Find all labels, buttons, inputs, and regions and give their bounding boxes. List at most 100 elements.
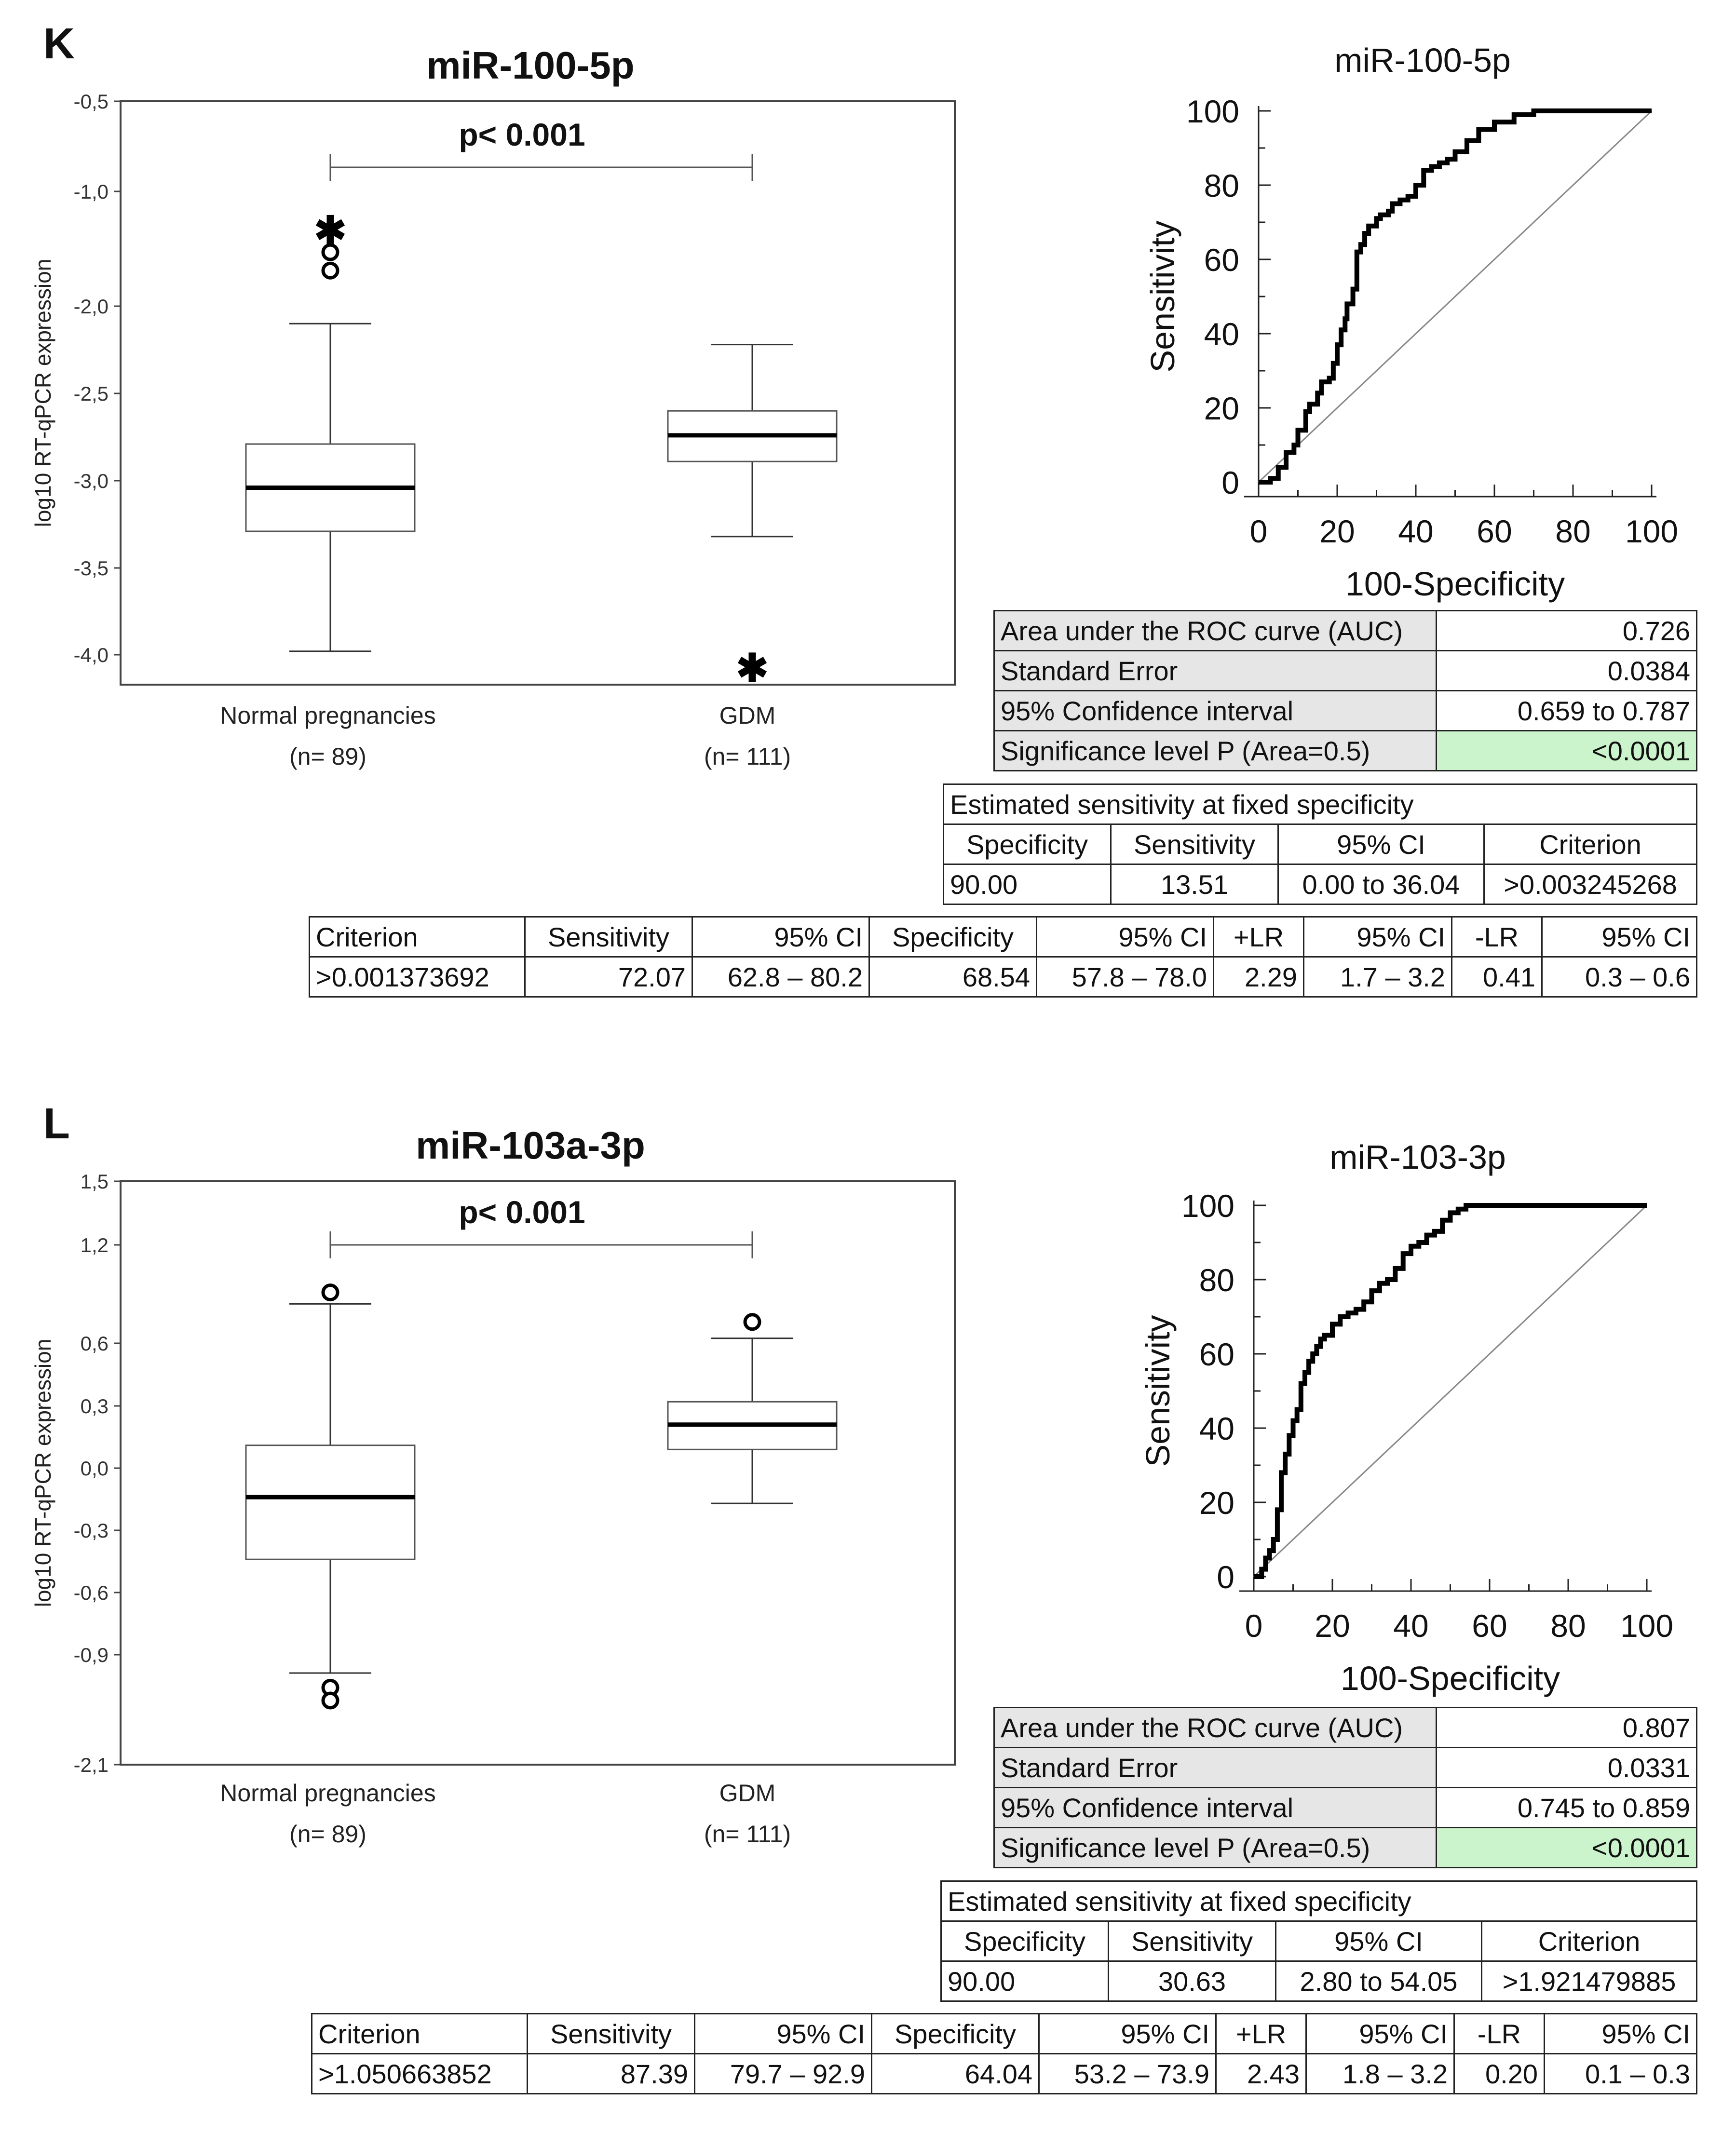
cell: 72.07	[524, 956, 693, 998]
reference-diagonal	[1253, 1204, 1648, 1578]
col-header: 95% CI	[692, 916, 870, 958]
x-axis-label: 100-Specificity	[1345, 565, 1565, 603]
table-row: Specificity Sensitivity 95% CI Criterion	[940, 1920, 1697, 1962]
y-tick-label: 1,2	[81, 1234, 108, 1256]
auc-table-k: Area under the ROC curve (AUC) 0.726 Stan…	[993, 610, 1697, 771]
y-axis-label: Sensitivity	[1139, 1315, 1177, 1467]
table-row: Significance level P (Area=0.5) <0.0001	[993, 1827, 1697, 1868]
box-plot-k: log10 RT-qPCR expression -0,5 -1,0 -2,0 -2,5…	[30, 90, 956, 689]
table-row: Standard Error 0.0384	[993, 650, 1697, 691]
col-header: -LR	[1453, 2013, 1545, 2054]
p-label: Significance level P (Area=0.5)	[993, 1827, 1437, 1868]
table-row: Specificity Sensitivity 95% CI Criterion	[943, 824, 1697, 865]
criterion-table-k: Criterion Sensitivity 95% CI Specificity…	[309, 916, 1697, 998]
table-row: Area under the ROC curve (AUC) 0.726	[993, 610, 1697, 651]
box-iqr	[245, 1444, 416, 1560]
y-tick-label: -4,0	[74, 644, 108, 666]
table-row: Significance level P (Area=0.5) <0.0001	[993, 730, 1697, 771]
table-row: 95% Confidence interval 0.745 to 0.859	[993, 1787, 1697, 1828]
roc-curve-line	[1254, 1203, 1647, 1579]
cell: 0.3 – 0.6	[1541, 956, 1697, 998]
outlier-marker	[321, 1283, 339, 1302]
cell: 57.8 – 78.0	[1036, 956, 1214, 998]
y-tick-label: 0,6	[81, 1332, 108, 1355]
col-header: -LR	[1451, 916, 1543, 958]
y-tick-label: 20	[1204, 391, 1239, 426]
extreme-marker: ✱	[736, 647, 768, 689]
y-tick-label: 0	[1217, 1559, 1234, 1595]
col-header: 95% CI	[1544, 2013, 1697, 2054]
se-label: Standard Error	[993, 1747, 1437, 1788]
col-header: Sensitivity	[527, 2013, 695, 2054]
cell: >1.921479885	[1481, 1960, 1697, 2002]
group-label-gdm-l: GDM	[719, 1780, 776, 1807]
roc-curve-line	[1259, 108, 1652, 485]
y-tick-label: 100	[1186, 94, 1239, 129]
roc-curve-k: 0 20 40 60 80 100 0 20 40 60 80 100 100-Specificity S…	[1144, 94, 1678, 603]
y-tick-label: 0,3	[81, 1395, 108, 1418]
cell: >0.003245268	[1483, 864, 1697, 905]
col-header: Sensitivity	[1108, 1920, 1276, 1962]
ci-label: 95% Confidence interval	[993, 1787, 1437, 1828]
y-tick-label: 20	[1199, 1485, 1234, 1521]
group-label-normal-l: Normal pregnancies	[220, 1780, 436, 1807]
outlier-marker	[321, 1691, 339, 1710]
cell: 87.39	[527, 2053, 695, 2094]
x-axis-label: 100-Specificity	[1341, 1660, 1560, 1697]
y-tick-label: -0,5	[74, 90, 108, 113]
auc-label: Area under the ROC curve (AUC)	[993, 610, 1437, 651]
col-header: +LR	[1215, 2013, 1307, 2054]
y-tick-label: -0,6	[74, 1581, 108, 1604]
group-n-normal-l: (n= 89)	[289, 1821, 366, 1848]
box-plot-title-k: miR-100-5p	[426, 44, 635, 87]
cell: 62.8 – 80.2	[692, 956, 870, 998]
y-tick-label: 0	[1221, 465, 1239, 500]
significance-label: p< 0.001	[459, 1194, 585, 1230]
group-label-normal-k: Normal pregnancies	[220, 702, 436, 729]
roc-curve-l: 0 20 40 60 80 100 0 20 40 60 80 100 100-Specificity S…	[1139, 1188, 1673, 1697]
p-value: <0.0001	[1436, 1827, 1697, 1868]
x-tick-label: 0	[1250, 513, 1268, 549]
cell: 1.7 – 3.2	[1303, 956, 1452, 998]
cell: 2.29	[1213, 956, 1304, 998]
ci-value: 0.659 to 0.787	[1436, 690, 1697, 731]
auc-value: 0.807	[1436, 1707, 1697, 1748]
y-tick-label: -3,0	[74, 470, 108, 492]
cell: 0.41	[1451, 956, 1543, 998]
outlier-marker	[321, 243, 339, 261]
criterion-table-l: Criterion Sensitivity 95% CI Specificity…	[311, 2013, 1697, 2094]
col-header: Specificity	[940, 1920, 1109, 1962]
x-tick-label: 80	[1550, 1608, 1586, 1644]
y-tick-label: 80	[1204, 168, 1239, 203]
col-header: Criterion	[1481, 1920, 1697, 1962]
cell: 13.51	[1110, 864, 1279, 905]
outlier-marker	[321, 261, 339, 280]
col-header: 95% CI	[1303, 916, 1452, 958]
group-n-gdm-l: (n= 111)	[704, 1821, 791, 1848]
table-row: 95% Confidence interval 0.659 to 0.787	[993, 690, 1697, 731]
cell: 90.00	[943, 864, 1112, 905]
col-header: 95% CI	[1275, 1920, 1482, 1962]
cell: 0.00 to 36.04	[1277, 864, 1485, 905]
roc-title-k: miR-100-5p	[1334, 41, 1511, 79]
estimated-sensitivity-table-k: Estimated sensitivity at fixed specifici…	[943, 783, 1697, 905]
plot-frame	[120, 100, 956, 686]
y-tick-label: -3,5	[74, 557, 108, 580]
table-row: >1.050663852 87.39 79.7 – 92.9 64.04 53.…	[311, 2053, 1697, 2094]
x-tick-label: 100	[1620, 1608, 1673, 1644]
table-row: 90.00 30.63 2.80 to 54.05 >1.921479885	[940, 1960, 1697, 2002]
box-plot-title-l: miR-103a-3p	[416, 1124, 645, 1167]
table-row: Estimated sensitivity at fixed specifici…	[943, 783, 1697, 825]
reference-diagonal	[1258, 110, 1653, 483]
significance-label: p< 0.001	[459, 117, 585, 152]
y-tick-label: 80	[1199, 1262, 1234, 1298]
x-tick-label: 20	[1319, 513, 1355, 549]
x-tick-label: 40	[1398, 513, 1433, 549]
col-header: Sensitivity	[1110, 824, 1279, 865]
y-tick-label: 60	[1199, 1336, 1234, 1372]
panel-letter-k: K	[43, 20, 75, 68]
cell: 53.2 – 73.9	[1038, 2053, 1217, 2094]
est-table-title: Estimated sensitivity at fixed specifici…	[940, 1880, 1697, 1922]
y-tick-label: 60	[1204, 242, 1239, 278]
group-label-gdm-k: GDM	[719, 702, 776, 729]
